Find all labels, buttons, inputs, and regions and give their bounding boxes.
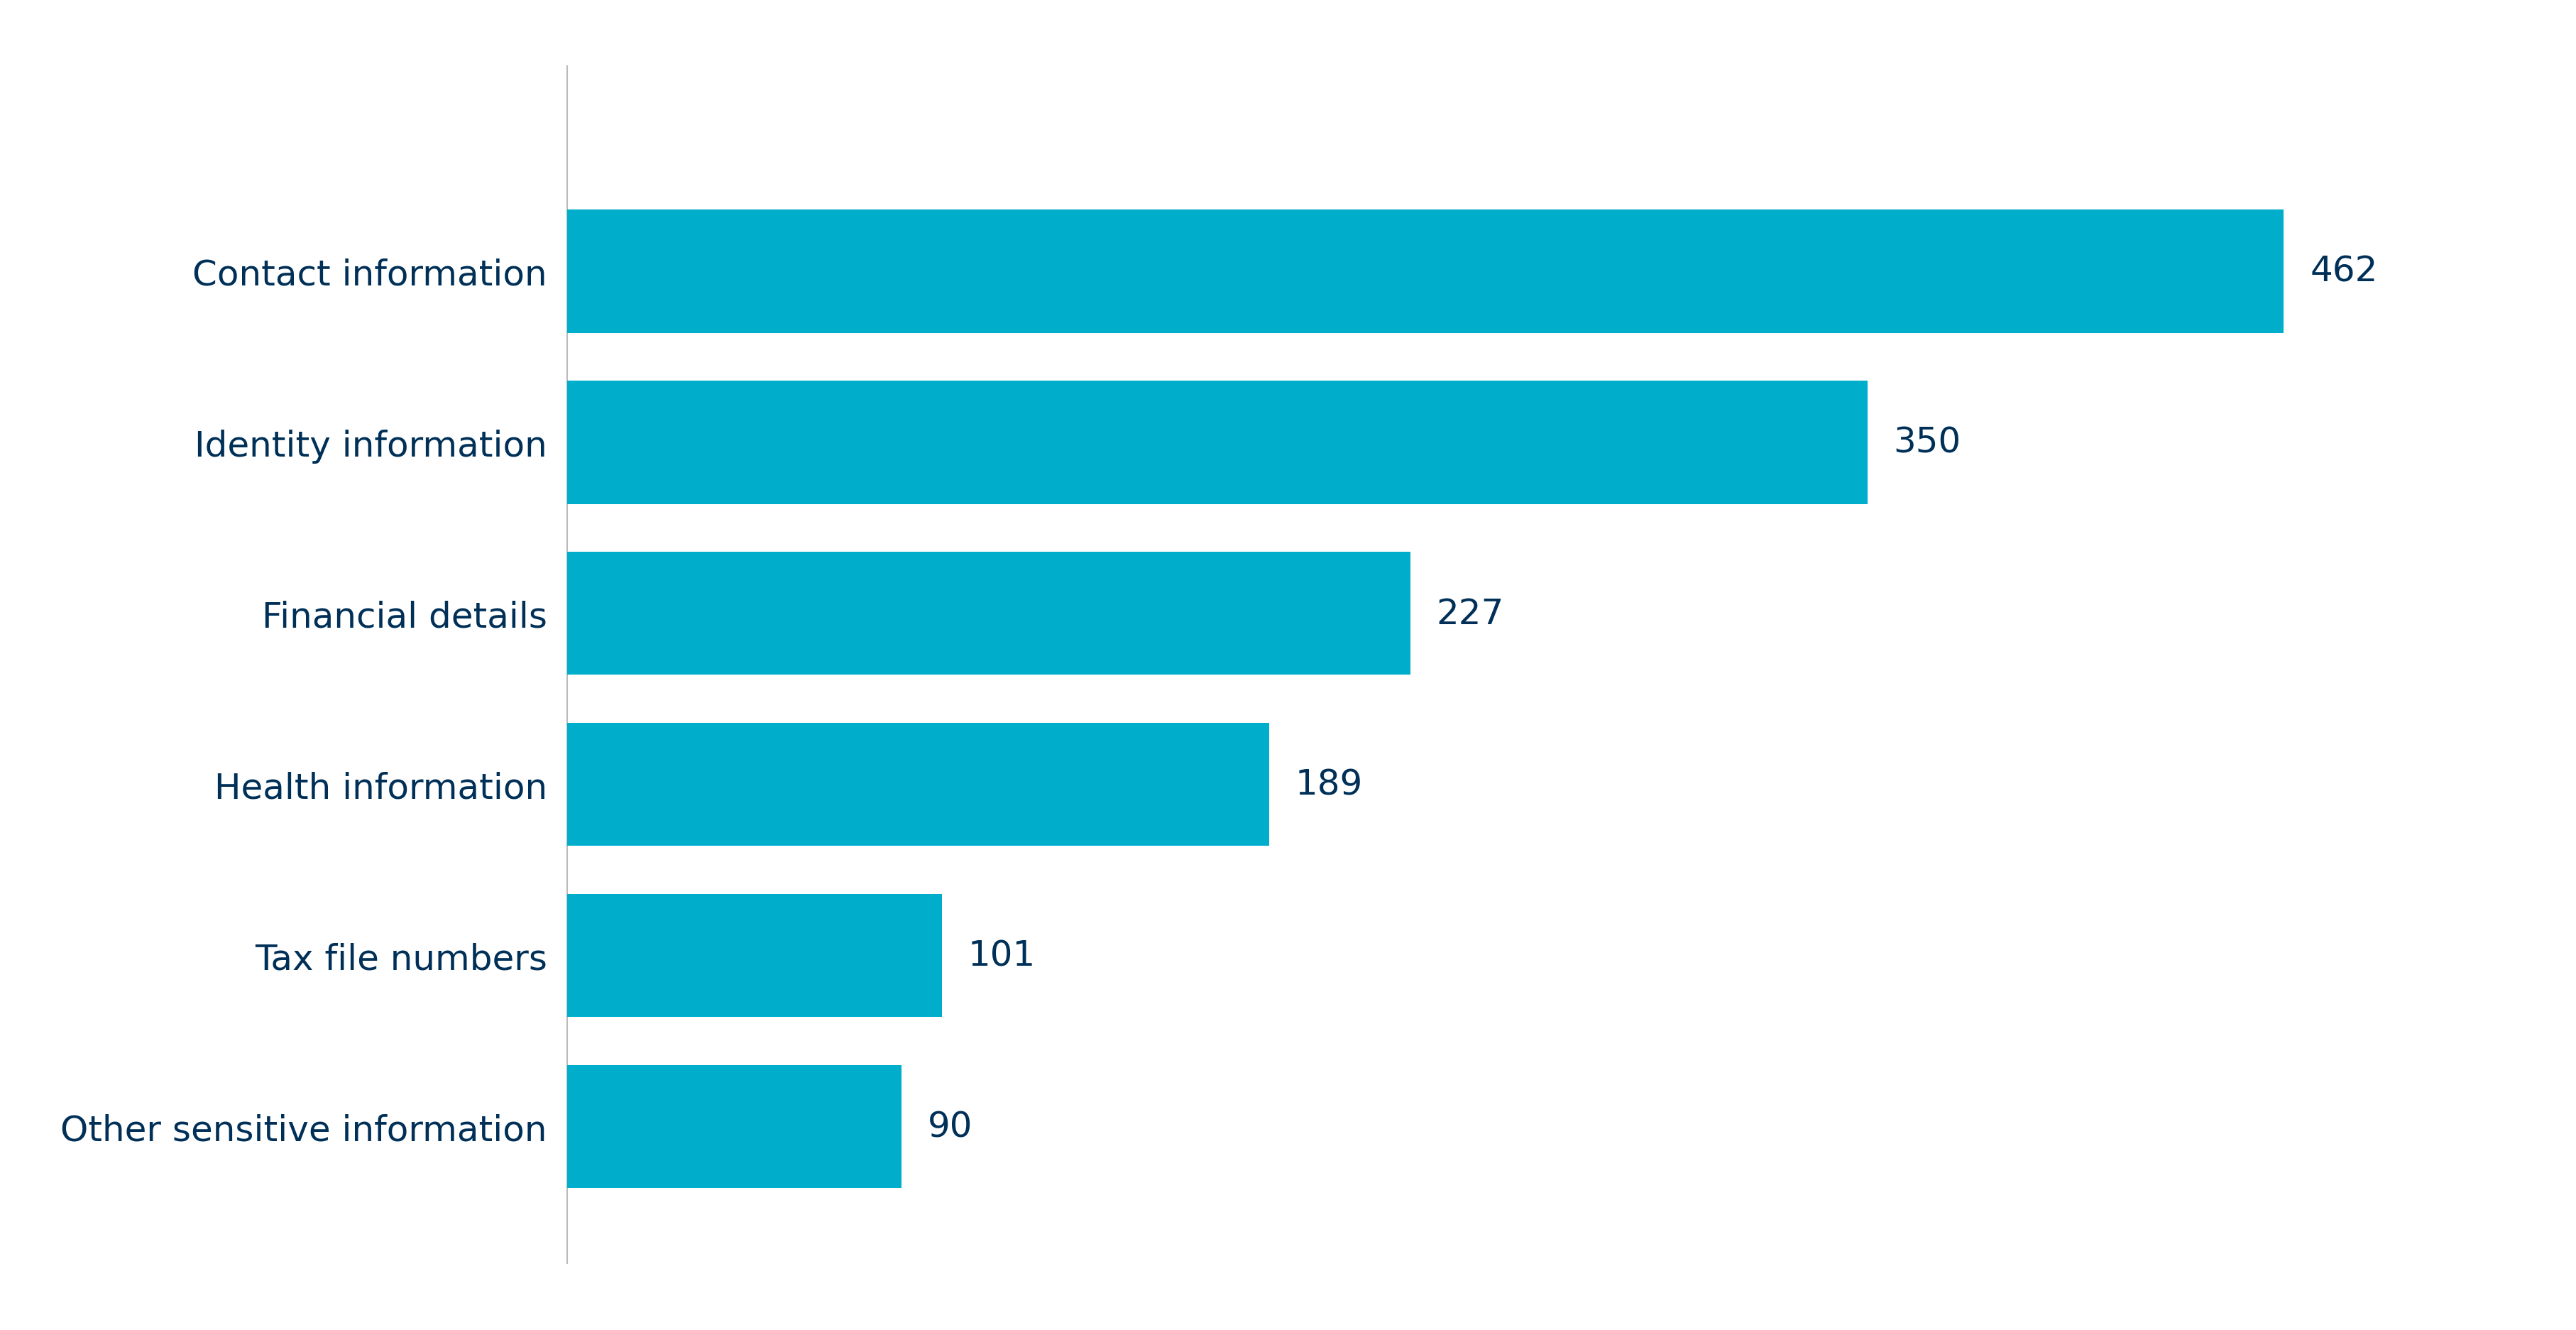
Bar: [567, 382, 1868, 504]
Text: 90: 90: [927, 1109, 971, 1144]
Bar: [567, 210, 2282, 334]
Text: 462: 462: [2308, 254, 2378, 289]
Bar: [567, 894, 943, 1017]
Text: 350: 350: [1893, 426, 1960, 460]
Text: 227: 227: [1437, 597, 1504, 630]
Text: 189: 189: [1296, 767, 1363, 802]
Bar: [567, 1065, 902, 1188]
Bar: [567, 552, 1409, 676]
Text: 101: 101: [969, 939, 1036, 972]
Bar: [567, 724, 1270, 846]
